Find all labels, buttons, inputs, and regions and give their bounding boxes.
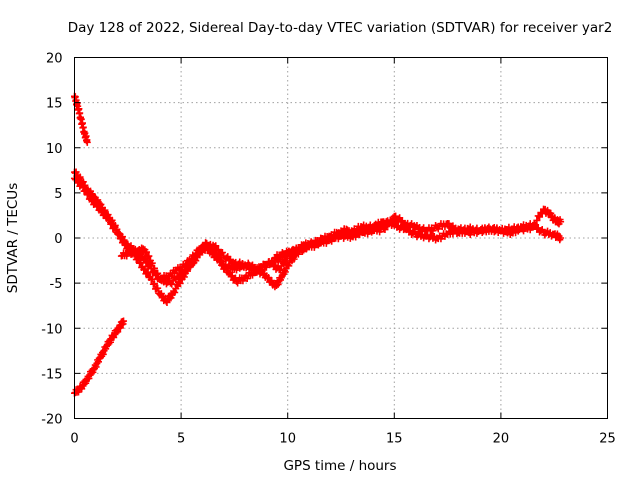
data-point-interp	[150, 264, 158, 272]
x-tick-label: 20	[493, 432, 510, 447]
y-tick-label: 0	[54, 232, 62, 247]
data-point-interp	[214, 246, 222, 254]
data-point-interp	[168, 280, 176, 288]
data-point-interp	[141, 265, 149, 273]
x-tick-label: 0	[70, 432, 78, 447]
data-point-interp	[154, 284, 162, 292]
y-axis-label: SDTVAR / TECUs	[5, 183, 21, 293]
data-point-interp	[210, 243, 218, 251]
data-point	[120, 317, 128, 325]
series-arc-upper-short	[71, 92, 91, 146]
data-point-interp	[115, 230, 123, 238]
data-point	[557, 234, 565, 242]
data-point-interp	[176, 279, 184, 287]
data-point-interp	[148, 275, 156, 283]
x-tick-label: 25	[599, 432, 616, 447]
data-point-interp	[144, 269, 152, 277]
y-tick-label: 15	[46, 97, 63, 112]
data-point-interp	[108, 220, 116, 228]
data-point-interp	[218, 249, 226, 257]
series-arc-main-b	[71, 174, 309, 306]
data-point-interp	[192, 257, 200, 265]
tick-layer: 0 5 10 15 20 25 -20 -15 -10 -5 0 5 10 15 20	[41, 52, 616, 447]
data-point	[557, 218, 565, 226]
chart-title: Day 128 of 2022, Sidereal Day-to-day VTE…	[68, 20, 613, 36]
data-point-interp	[78, 180, 86, 188]
series-arc-late-b	[348, 205, 565, 244]
data-point-interp	[212, 242, 220, 250]
x-tick-label: 5	[177, 432, 185, 447]
y-tick-label: 5	[54, 187, 62, 202]
data-point-interp	[171, 289, 179, 297]
data-point-interp	[154, 269, 162, 277]
data-point-interp	[101, 210, 109, 218]
data-point	[83, 138, 91, 146]
data-point-interp	[532, 221, 540, 229]
data-point-interp	[106, 215, 114, 223]
data-point-interp	[111, 223, 119, 231]
data-point-interp	[84, 190, 92, 198]
y-tick-label: -20	[41, 413, 62, 428]
y-tick-label: -5	[50, 277, 63, 292]
x-tick-label: 15	[386, 432, 403, 447]
data-point-interp	[137, 259, 145, 267]
data-point-interp	[186, 263, 194, 271]
data-point-interp	[82, 186, 90, 194]
series-arc-mid-c	[117, 217, 398, 288]
series-arc-lower-rising	[71, 317, 128, 397]
data-point-interp	[180, 270, 188, 278]
data-point-interp	[268, 277, 276, 285]
data-point-interp	[150, 280, 158, 288]
y-tick-label: 20	[46, 52, 63, 67]
data-point-interp	[381, 226, 389, 234]
data-layer	[71, 92, 565, 397]
data-point-interp	[121, 237, 129, 245]
data-point-interp	[196, 251, 204, 259]
data-point-interp	[290, 255, 298, 263]
data-point-interp	[176, 271, 184, 279]
y-tick-label: -10	[41, 322, 62, 337]
x-tick-label: 10	[279, 432, 296, 447]
data-point-interp	[134, 254, 142, 262]
data-point-interp	[148, 259, 156, 267]
data-point-interp	[117, 234, 125, 242]
data-point-interp	[213, 246, 221, 254]
y-tick-label: -15	[41, 367, 62, 382]
data-point-interp	[174, 275, 182, 283]
data-point-interp	[285, 262, 293, 270]
y-tick-label: 10	[46, 142, 63, 157]
x-axis-label: GPS time / hours	[283, 458, 396, 474]
